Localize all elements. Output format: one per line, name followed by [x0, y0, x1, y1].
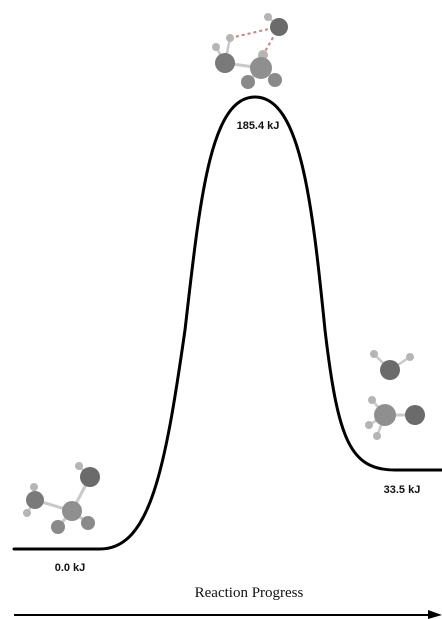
reactant-energy-label: 0.0 kJ	[55, 562, 86, 574]
transition-state-energy-label: 185.4 kJ	[237, 120, 280, 132]
x-axis-label: Reaction Progress	[195, 585, 304, 601]
product-molecule-icon	[365, 350, 425, 440]
arrowhead-icon	[428, 610, 442, 619]
transition-state-molecule-icon	[212, 13, 288, 89]
energy-curve	[12, 95, 442, 551]
reaction-progress-arrow	[14, 610, 442, 619]
reactant-molecule-icon	[23, 462, 100, 534]
product-energy-label: 33.5 kJ	[384, 484, 421, 496]
